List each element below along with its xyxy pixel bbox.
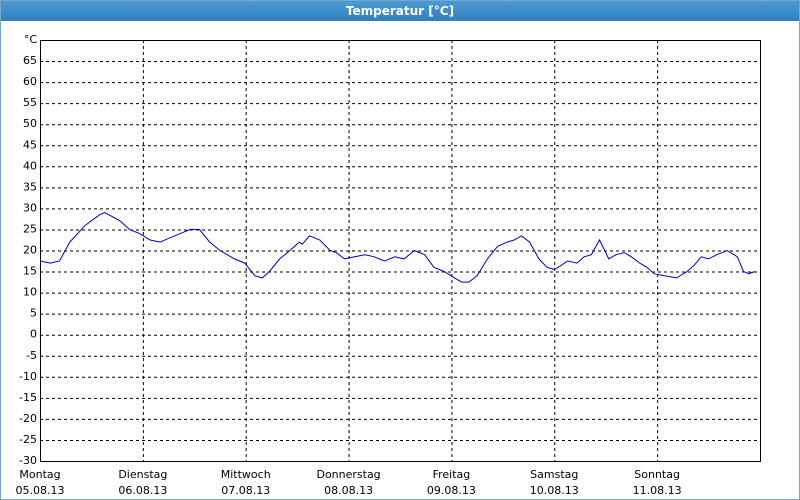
- x-tick-date: 09.08.13: [427, 484, 476, 497]
- x-tick-label: Donnerstag: [316, 468, 380, 481]
- y-tick-label: 65: [23, 54, 37, 67]
- y-tick-label: 45: [23, 138, 37, 151]
- y-tick-label: 15: [23, 265, 37, 278]
- x-tick-label: Mittwoch: [221, 468, 271, 481]
- x-tick-label: Sonntag: [634, 468, 680, 481]
- y-tick-label: 40: [23, 159, 37, 172]
- y-tick-label: -30: [19, 454, 37, 467]
- x-tick-date: 10.08.13: [530, 484, 579, 497]
- x-tick-date: 08.08.13: [324, 484, 373, 497]
- y-tick-label: -5: [26, 349, 37, 362]
- y-tick-label: 0: [30, 328, 37, 341]
- y-tick-label: 55: [23, 96, 37, 109]
- y-tick-label: -15: [19, 391, 37, 404]
- x-tick-label: Freitag: [433, 468, 471, 481]
- y-tick-label: 35: [23, 180, 37, 193]
- y-tick-label: 10: [23, 286, 37, 299]
- x-tick-label: Dienstag: [118, 468, 167, 481]
- x-tick-date: 06.08.13: [118, 484, 167, 497]
- x-tick-label: Samstag: [530, 468, 578, 481]
- y-tick-label: 60: [23, 75, 37, 88]
- y-tick-label: -20: [19, 412, 37, 425]
- x-tick-label: Montag: [19, 468, 60, 481]
- x-tick-date: 05.08.13: [16, 484, 65, 497]
- y-tick-label: °C: [24, 33, 38, 46]
- x-tick-date: 11.08.13: [633, 484, 682, 497]
- x-tick-date: 07.08.13: [221, 484, 270, 497]
- y-tick-label: 5: [30, 307, 37, 320]
- y-tick-label: -25: [19, 433, 37, 446]
- y-tick-label: 25: [23, 222, 37, 235]
- temperature-line: [39, 212, 756, 283]
- y-tick-label: 50: [23, 117, 37, 130]
- plot-frame: [40, 40, 761, 462]
- y-tick-label: 20: [23, 244, 37, 257]
- y-tick-label: 30: [23, 201, 37, 214]
- window-title: Temperatur [°C]: [1, 1, 799, 21]
- y-tick-label: -10: [19, 370, 37, 383]
